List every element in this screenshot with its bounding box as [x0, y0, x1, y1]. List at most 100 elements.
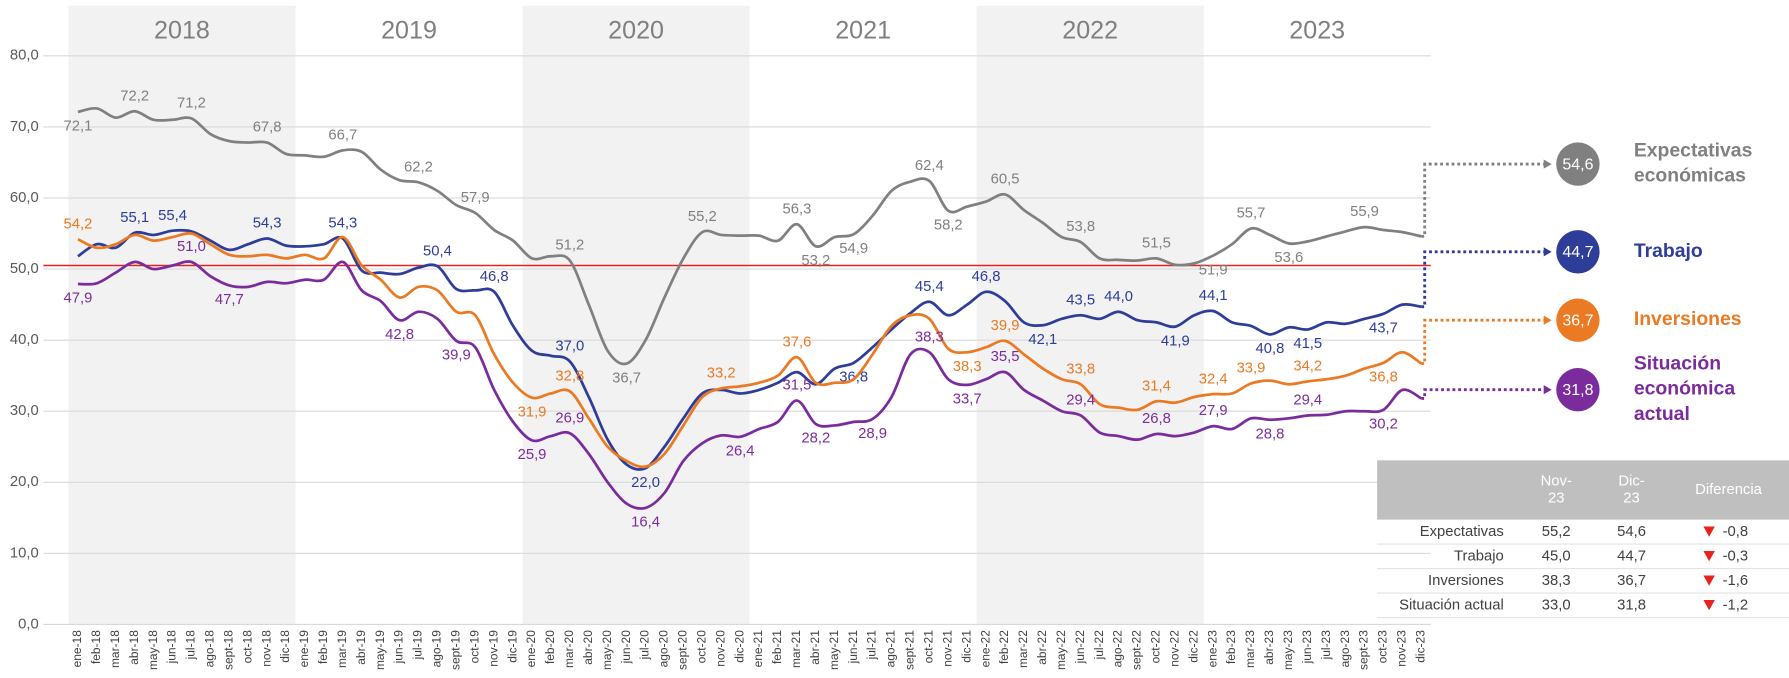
data-label: 31,9: [518, 404, 547, 420]
callout-connector: [1421, 250, 1544, 309]
table-cell: Trabajo: [1454, 549, 1504, 565]
callout-arrow: [1543, 385, 1552, 395]
x-tick-label: feb-20: [543, 630, 557, 664]
table-cell: Inversiones: [1428, 573, 1504, 589]
data-label: 47,7: [215, 292, 244, 308]
x-tick-label: nov-18: [259, 630, 273, 667]
data-label: 53,6: [1274, 250, 1303, 266]
y-tick-label: 50,0: [10, 261, 39, 277]
callout-arrow: [1543, 159, 1552, 169]
data-label: 33,8: [1066, 361, 1095, 377]
data-label: 51,2: [555, 238, 584, 254]
x-tick-label: abr-22: [1035, 630, 1049, 665]
table-cell: 55,2: [1542, 524, 1571, 540]
data-label: 16,4: [631, 515, 660, 531]
legend-label-line: Trabajo: [1634, 240, 1703, 262]
data-label: 36,7: [612, 370, 641, 386]
x-tick-label: ene-23: [1205, 630, 1219, 668]
x-tick-label: sept-22: [1130, 630, 1144, 670]
data-label: 51,9: [1199, 262, 1228, 278]
x-tick-label: abr-20: [581, 630, 595, 665]
table-cell: -0,3: [1723, 549, 1749, 565]
legend-label-line: económicas: [1634, 165, 1746, 187]
data-label: 44,1: [1199, 288, 1228, 304]
x-tick-label: jul-18: [184, 630, 198, 661]
x-tick-label: feb-21: [770, 630, 784, 664]
data-label: 31,4: [1142, 378, 1171, 394]
data-label: 39,9: [991, 318, 1020, 334]
legend-label-line: actual: [1634, 403, 1690, 425]
table-header: Diferencia: [1695, 482, 1762, 498]
data-label: 29,4: [1066, 393, 1095, 409]
x-tick-label: jul-19: [411, 630, 425, 661]
data-label: 55,7: [1237, 206, 1266, 222]
legend-label: Situación económica actual: [1634, 353, 1736, 425]
table-header-bg: [1377, 460, 1789, 520]
x-tick-label: oct-19: [467, 630, 481, 664]
data-label: 72,2: [120, 88, 149, 104]
data-label: 72,1: [63, 119, 92, 135]
data-label: 41,5: [1293, 336, 1322, 352]
x-tick-label: may-18: [146, 630, 160, 670]
x-tick-label: oct-22: [1149, 630, 1163, 664]
data-label: 41,9: [1161, 333, 1190, 349]
table-cell: Situación actual: [1399, 598, 1504, 614]
data-label: 37,0: [555, 339, 584, 355]
data-label: 29,4: [1293, 393, 1322, 409]
data-label: 35,5: [991, 349, 1020, 365]
data-label: 36,8: [1369, 370, 1398, 386]
callout-value: 44,7: [1562, 244, 1593, 261]
x-tick-label: ago-21: [884, 630, 898, 668]
data-label: 55,9: [1350, 204, 1379, 220]
x-tick-label: mar-19: [335, 630, 349, 668]
data-label: 55,1: [120, 210, 149, 226]
legend-label-line: Inversiones: [1634, 308, 1742, 330]
y-tick-label: 30,0: [10, 403, 39, 419]
callout-circle: [1556, 298, 1600, 342]
x-tick-label: jul-23: [1319, 630, 1333, 661]
table-cell: -0,8: [1723, 524, 1749, 540]
data-label: 38,3: [953, 359, 982, 375]
x-tick-label: dic-20: [732, 630, 746, 663]
table-header-line: Diferencia: [1695, 482, 1762, 498]
table-cell: 45,0: [1542, 549, 1571, 565]
callout-arrow: [1543, 315, 1552, 325]
year-label: 2022: [1062, 17, 1118, 45]
callout-value: 54,6: [1562, 156, 1593, 173]
data-label: 47,9: [63, 291, 92, 307]
x-tick-label: jun-23: [1300, 630, 1314, 665]
x-tick-label: jun-18: [165, 630, 179, 665]
data-label: 53,2: [801, 253, 830, 269]
data-label: 42,8: [385, 327, 414, 343]
x-tick-label: may-22: [1054, 630, 1068, 670]
x-tick-label: mar-23: [1243, 630, 1257, 668]
data-label: 40,8: [1255, 341, 1284, 357]
x-tick-label: abr-23: [1262, 630, 1276, 665]
x-tick-label: dic-19: [505, 630, 519, 663]
x-tick-label: jul-22: [1092, 630, 1106, 661]
year-band: [522, 5, 750, 625]
table-cell: 38,3: [1542, 573, 1571, 589]
y-tick-label: 0,0: [18, 616, 39, 632]
callout-circle: [1556, 368, 1600, 412]
data-label: 32,4: [1199, 371, 1228, 387]
data-label: 54,9: [839, 241, 868, 257]
x-tick-label: mar-20: [562, 630, 576, 668]
table-cell: -1,2: [1723, 598, 1749, 614]
data-label: 66,7: [328, 127, 357, 143]
data-label: 42,1: [1028, 332, 1057, 348]
data-label: 22,0: [631, 475, 660, 491]
x-tick-label: mar-21: [789, 630, 803, 668]
x-tick-label: oct-20: [694, 630, 708, 664]
data-label: 26,8: [1142, 411, 1171, 427]
y-tick-label: 70,0: [10, 119, 39, 135]
x-tick-label: nov-23: [1395, 630, 1409, 667]
year-label: 2021: [835, 17, 891, 45]
decrease-icon: [1703, 550, 1715, 562]
table-cell: -1,6: [1723, 573, 1749, 589]
x-tick-label: feb-19: [316, 630, 330, 664]
x-tick-label: sept-21: [903, 630, 917, 670]
x-tick-label: dic-21: [959, 630, 973, 663]
data-label: 46,8: [480, 269, 509, 285]
data-label: 57,9: [461, 190, 490, 206]
